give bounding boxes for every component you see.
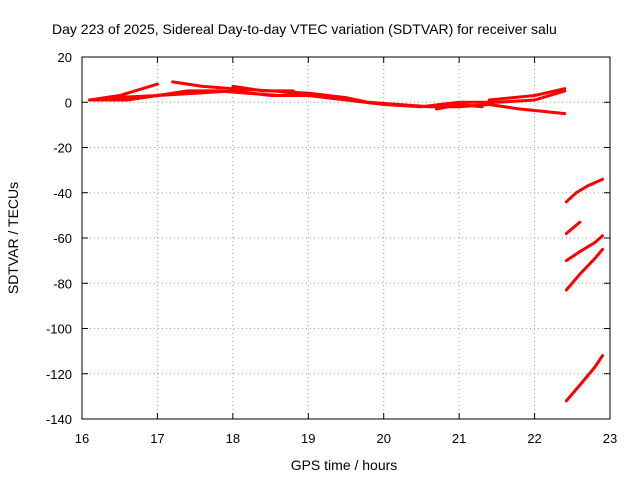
data-series-10 xyxy=(564,234,604,263)
y-tick-label: -120 xyxy=(46,367,72,382)
data-series-6 xyxy=(435,103,484,111)
data-series-9 xyxy=(564,220,582,235)
grid xyxy=(82,57,610,419)
data-series-4 xyxy=(171,80,567,116)
data-series-7 xyxy=(487,87,567,102)
y-tick-label: 0 xyxy=(65,95,72,110)
y-tick-label: 20 xyxy=(58,50,72,65)
y-tick-label: -20 xyxy=(53,141,72,156)
x-tick-label: 18 xyxy=(226,431,240,446)
y-axis: 20 0 -20 -40 -60 -80 -100 -120 -140 xyxy=(46,50,610,427)
y-tick-label: -100 xyxy=(46,322,72,337)
chart-title: Day 223 of 2025, Sidereal Day-to-day VTE… xyxy=(52,21,557,37)
data-series-8 xyxy=(564,177,604,204)
x-tick-label: 16 xyxy=(75,431,89,446)
y-tick-label: -80 xyxy=(53,276,72,291)
y-tick-label: -40 xyxy=(53,186,72,201)
x-axis-label: GPS time / hours xyxy=(291,457,398,473)
x-tick-label: 21 xyxy=(452,431,466,446)
data-series-1 xyxy=(88,82,159,102)
x-tick-label: 19 xyxy=(301,431,315,446)
y-axis-label: SDTVAR / TECUs xyxy=(5,182,21,294)
x-tick-label: 20 xyxy=(376,431,390,446)
x-axis: 16 17 18 19 20 21 22 23 xyxy=(75,57,617,446)
data-series-5 xyxy=(231,84,295,93)
data-series-layer xyxy=(88,80,604,403)
data-series-12 xyxy=(564,354,604,403)
y-tick-label: -60 xyxy=(53,231,72,246)
x-tick-label: 22 xyxy=(527,431,541,446)
x-tick-label: 23 xyxy=(603,431,617,446)
data-series-11 xyxy=(564,247,604,292)
x-tick-label: 17 xyxy=(150,431,164,446)
y-tick-label: -140 xyxy=(46,412,72,427)
